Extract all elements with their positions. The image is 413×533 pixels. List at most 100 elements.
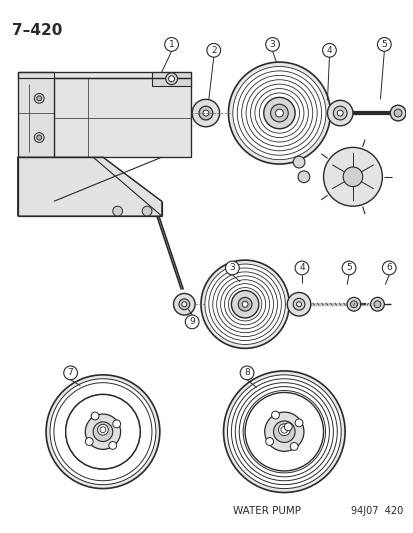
Circle shape [242,301,247,307]
Circle shape [142,206,152,216]
Circle shape [34,93,44,103]
Circle shape [34,133,44,142]
Circle shape [292,156,304,168]
Circle shape [250,84,308,142]
Circle shape [342,167,362,187]
Circle shape [224,284,265,325]
Circle shape [168,76,174,82]
Text: 3: 3 [269,40,275,49]
Circle shape [223,371,344,492]
Text: 4: 4 [326,46,332,55]
Circle shape [389,105,405,121]
Circle shape [112,206,122,216]
Circle shape [297,171,309,183]
Text: 8: 8 [244,368,249,377]
Polygon shape [18,72,191,78]
Circle shape [271,411,279,419]
Circle shape [280,426,287,433]
Circle shape [327,100,352,126]
Circle shape [244,392,323,471]
Polygon shape [152,72,191,86]
Circle shape [100,427,106,433]
Text: 4: 4 [299,263,304,272]
Circle shape [37,135,42,140]
Circle shape [242,391,325,473]
Circle shape [91,412,99,420]
Circle shape [228,288,261,321]
Circle shape [64,366,77,379]
Circle shape [254,88,303,138]
Circle shape [231,290,258,318]
Circle shape [227,375,340,489]
Circle shape [284,423,292,431]
Circle shape [264,412,303,451]
Circle shape [164,37,178,51]
Circle shape [265,37,279,51]
Circle shape [202,110,208,116]
Circle shape [270,104,287,122]
Circle shape [294,419,302,427]
Circle shape [216,276,273,333]
Circle shape [225,261,239,275]
Circle shape [97,424,108,435]
Text: WATER PUMP: WATER PUMP [233,506,301,516]
Circle shape [287,293,310,316]
Circle shape [296,302,301,306]
Circle shape [66,394,140,469]
Circle shape [342,261,355,275]
Circle shape [165,73,177,85]
Circle shape [50,379,156,484]
Polygon shape [54,78,191,157]
Circle shape [350,301,356,308]
Text: 3: 3 [229,263,235,272]
Text: 94J07  420: 94J07 420 [350,506,402,516]
Text: 2: 2 [210,46,216,55]
Circle shape [206,44,220,57]
Circle shape [37,96,42,101]
Circle shape [212,272,277,337]
Text: 6: 6 [385,263,391,272]
Circle shape [373,301,380,308]
Circle shape [275,109,282,117]
Circle shape [259,93,299,133]
Circle shape [393,109,401,117]
Circle shape [237,297,252,311]
Circle shape [220,280,269,329]
Circle shape [241,75,316,151]
Circle shape [292,298,304,310]
Circle shape [290,442,297,450]
Polygon shape [18,72,54,157]
Circle shape [54,383,152,481]
Circle shape [370,297,383,311]
Circle shape [235,383,332,481]
Circle shape [208,268,281,341]
Circle shape [273,421,294,442]
Circle shape [382,261,395,275]
Circle shape [337,110,342,116]
Circle shape [199,106,212,120]
Circle shape [245,80,312,147]
Circle shape [409,108,413,118]
Circle shape [237,71,321,155]
Circle shape [323,148,382,206]
Text: 7–420: 7–420 [12,23,62,38]
Text: 9: 9 [189,317,195,326]
Circle shape [46,375,159,489]
Circle shape [109,441,116,449]
Circle shape [278,424,290,435]
Circle shape [85,414,120,449]
Circle shape [178,299,189,310]
Circle shape [240,366,253,379]
Circle shape [239,386,329,477]
Text: 5: 5 [380,40,386,49]
Text: 5: 5 [345,263,351,272]
Circle shape [232,67,325,159]
Circle shape [322,44,335,57]
Text: 1: 1 [168,40,174,49]
Circle shape [263,98,294,129]
Circle shape [85,438,93,446]
Polygon shape [18,157,161,216]
Circle shape [200,260,289,349]
Circle shape [228,62,330,164]
Circle shape [294,261,308,275]
